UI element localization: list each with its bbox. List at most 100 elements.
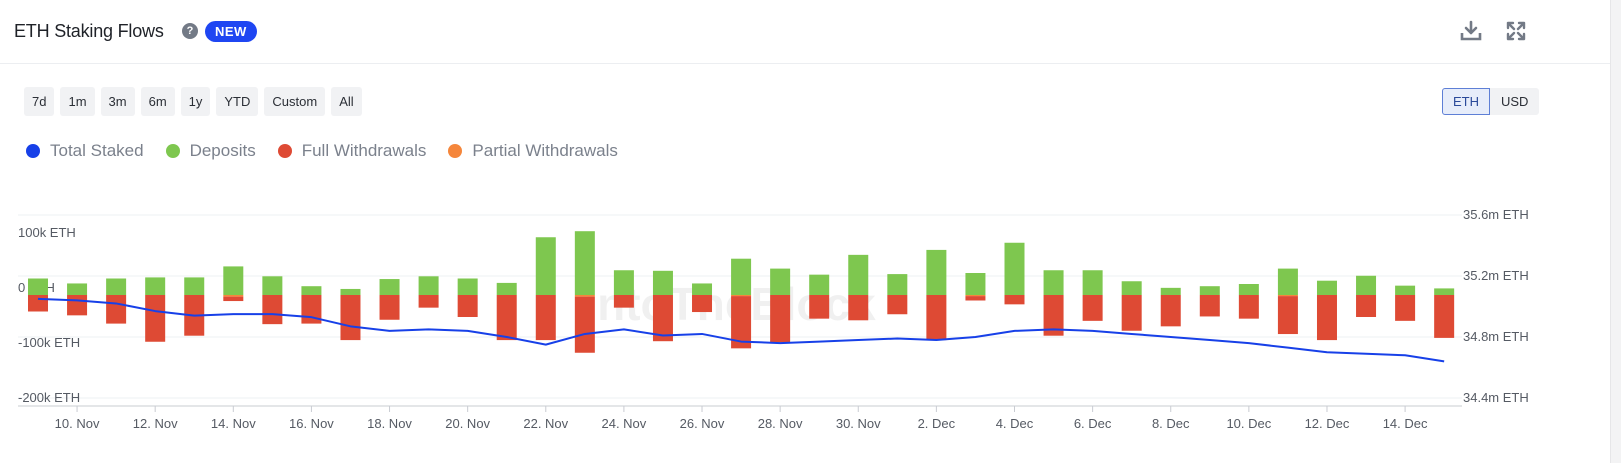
legend-item-partial-withdrawals[interactable]: Partial Withdrawals <box>448 141 618 161</box>
full-withdrawal-bar <box>1434 295 1455 338</box>
y-right-tick-label: 35.2m ETH <box>1463 268 1529 283</box>
deposit-bar <box>809 274 830 295</box>
legend-item-full-withdrawals[interactable]: Full Withdrawals <box>277 141 427 161</box>
partial-withdrawal-bar <box>965 295 986 297</box>
x-tick-label: 6. Dec <box>1074 416 1112 431</box>
chart-header: ETH Staking Flows ? NEW <box>0 0 1610 64</box>
deposit-bar <box>28 278 48 295</box>
full-withdrawal-bar <box>379 295 400 320</box>
unit-button-usd[interactable]: USD <box>1490 88 1540 115</box>
full-withdrawal-bar <box>613 295 634 308</box>
full-withdrawal-bar <box>809 295 830 319</box>
x-tick-label: 22. Nov <box>523 416 568 431</box>
unit-button-eth[interactable]: ETH <box>1442 88 1490 115</box>
full-withdrawal-bar <box>28 295 48 312</box>
partial-withdrawal-bar <box>574 295 595 297</box>
deposit-bar <box>301 286 322 295</box>
full-withdrawal-bar <box>926 295 947 341</box>
deposit-bar <box>887 274 908 295</box>
deposit-bar <box>692 283 713 295</box>
deposit-bar <box>1082 270 1103 295</box>
full-withdrawal-bar <box>262 295 283 325</box>
page-scrollbar[interactable] <box>1610 0 1621 463</box>
full-withdrawal-bar <box>1277 296 1298 335</box>
full-withdrawal-bar <box>848 295 869 321</box>
full-withdrawal-bar <box>1121 295 1142 331</box>
deposit-bar <box>106 278 127 295</box>
full-withdrawal-bar <box>1004 295 1025 305</box>
deposit-bar <box>965 273 986 295</box>
full-withdrawal-bar <box>1199 295 1220 317</box>
chart-legend: Total Staked Deposits Full Withdrawals P… <box>26 141 618 161</box>
legend-item-total-staked[interactable]: Total Staked <box>26 141 144 161</box>
range-button-1m[interactable]: 1m <box>60 87 95 116</box>
deposit-bar <box>1316 280 1337 295</box>
legend-label-total-staked: Total Staked <box>50 141 144 160</box>
full-withdrawal-bar <box>692 295 713 313</box>
legend-label-partial-withdrawals: Partial Withdrawals <box>472 141 618 160</box>
deposit-bar <box>496 282 517 295</box>
x-tick-label: 26. Nov <box>680 416 725 431</box>
deposit-bar <box>1277 268 1298 295</box>
x-tick-label: 10. Nov <box>55 416 100 431</box>
full-withdrawal-bar <box>457 295 478 317</box>
deposit-bar <box>1160 287 1181 295</box>
range-button-custom[interactable]: Custom <box>264 87 326 116</box>
deposit-bar <box>652 270 673 295</box>
range-button-all[interactable]: All <box>331 87 362 116</box>
deposit-bar <box>1356 275 1377 295</box>
full-withdrawal-bar <box>67 295 88 316</box>
x-tick-label: 16. Nov <box>289 416 334 431</box>
download-icon[interactable] <box>1458 18 1484 44</box>
expand-icon[interactable] <box>1503 18 1529 44</box>
range-button-6m[interactable]: 6m <box>140 87 175 116</box>
range-button-7d[interactable]: 7d <box>24 87 55 116</box>
x-tick-label: 30. Nov <box>836 416 881 431</box>
full-withdrawal-bar <box>535 295 556 341</box>
legend-dot-deposits <box>165 144 180 158</box>
partial-withdrawal-bar <box>731 295 752 297</box>
y-left-tick-label: -200k ETH <box>18 390 80 405</box>
full-withdrawal-bar <box>496 295 517 341</box>
deposit-bar <box>613 270 634 295</box>
deposit-bar <box>457 278 478 295</box>
full-withdrawal-bar <box>652 295 673 342</box>
deposit-bar <box>145 277 166 295</box>
full-withdrawal-bar <box>418 295 439 308</box>
deposit-bar <box>67 283 88 295</box>
x-tick-label: 14. Dec <box>1383 416 1428 431</box>
new-badge: NEW <box>205 21 257 42</box>
range-button-3m[interactable]: 3m <box>100 87 135 116</box>
legend-dot-partial-withdrawals <box>448 144 463 158</box>
full-withdrawal-bar <box>106 295 127 324</box>
full-withdrawal-bar <box>887 295 908 315</box>
deposit-bar <box>731 258 752 295</box>
x-tick-label: 28. Nov <box>758 416 803 431</box>
full-withdrawal-bar <box>340 295 361 341</box>
full-withdrawal-bar <box>1043 295 1064 336</box>
full-withdrawal-bar <box>1238 295 1259 319</box>
deposit-bar <box>848 254 869 295</box>
question-circle-icon[interactable]: ? <box>182 23 198 39</box>
deposit-bar <box>340 288 361 295</box>
x-tick-label: 18. Nov <box>367 416 412 431</box>
deposit-bar <box>1004 242 1025 295</box>
range-button-ytd[interactable]: YTD <box>216 87 259 116</box>
legend-label-full-withdrawals: Full Withdrawals <box>301 141 427 160</box>
x-tick-label: 4. Dec <box>996 416 1034 431</box>
full-withdrawal-bar <box>965 296 986 301</box>
deposit-bar <box>1043 270 1064 295</box>
y-right-tick-label: 34.8m ETH <box>1463 329 1529 344</box>
full-withdrawal-bar <box>223 296 244 302</box>
y-left-tick-label: -100k ETH <box>18 335 80 350</box>
legend-label-deposits: Deposits <box>189 141 256 160</box>
x-tick-label: 12. Dec <box>1305 416 1350 431</box>
deposit-bar <box>1238 284 1259 295</box>
time-range-selector: 7d 1m 3m 6m 1y YTD Custom All <box>24 87 362 116</box>
deposit-bar <box>574 231 595 295</box>
deposit-bar <box>926 249 947 295</box>
range-button-1y[interactable]: 1y <box>180 87 211 116</box>
y-left-tick-label: 100k ETH <box>18 225 76 240</box>
legend-item-deposits[interactable]: Deposits <box>165 141 256 161</box>
partial-withdrawal-bar <box>1277 295 1298 297</box>
